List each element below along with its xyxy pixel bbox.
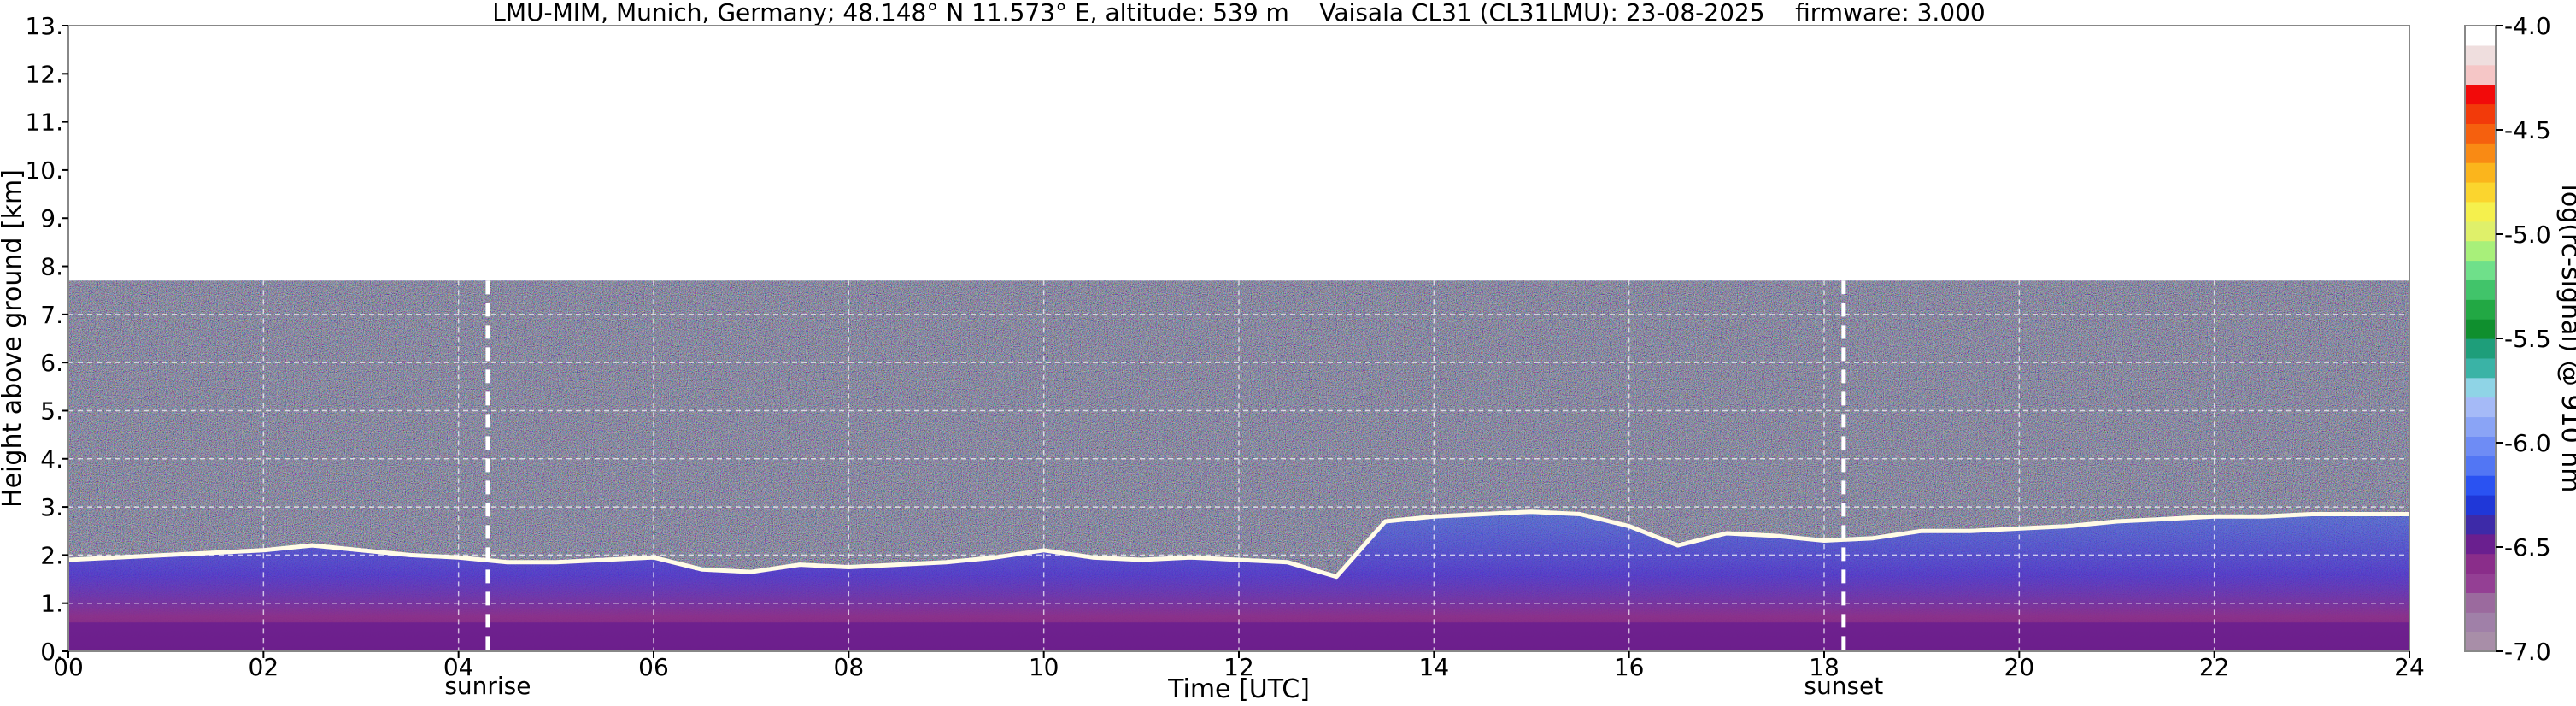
colorbar-tick-label: -6.5 (2504, 533, 2551, 562)
y-tick-label: 2. (40, 541, 63, 569)
colorbar-swatch (2465, 123, 2496, 144)
colorbar-swatch (2465, 514, 2496, 535)
colorbar-swatch (2465, 416, 2496, 437)
y-tick-label: 8. (40, 253, 63, 281)
y-tick-label: 4. (40, 445, 63, 474)
colorbar-swatch (2465, 84, 2496, 105)
colorbar-swatch (2465, 612, 2496, 632)
x-tick-label: 04 (443, 653, 474, 681)
y-tick-label: 6. (40, 349, 63, 377)
colorbar-swatch (2465, 299, 2496, 320)
y-tick-label: 12. (25, 60, 63, 88)
colorbar (2464, 25, 2497, 652)
y-tick-label: 1. (40, 590, 63, 618)
colorbar-swatch (2465, 592, 2496, 613)
colorbar-swatch (2465, 475, 2496, 496)
sunrise-label: sunrise (444, 672, 531, 700)
x-tick-label: 06 (638, 653, 669, 681)
colorbar-swatch (2465, 377, 2496, 398)
colorbar-swatch (2465, 260, 2496, 280)
colorbar-label: log(rc-signal) @ 910 nm (2555, 185, 2576, 493)
colorbar-swatch (2465, 279, 2496, 300)
colorbar-swatch (2465, 495, 2496, 515)
x-tick-label: 10 (1029, 653, 1059, 681)
x-tick-label: 00 (53, 653, 84, 681)
y-tick-label: 9. (40, 204, 63, 232)
colorbar-swatch (2465, 573, 2496, 593)
x-tick-label: 20 (2004, 653, 2035, 681)
colorbar-swatch (2465, 357, 2496, 379)
grid-lines (68, 280, 2409, 651)
x-tick-label: 08 (834, 653, 865, 681)
colorbar-swatch (2465, 319, 2496, 339)
colorbar-swatch (2465, 338, 2496, 359)
sunset-label: sunset (1804, 672, 1883, 700)
surface-layer (68, 622, 2409, 651)
y-tick-label: 11. (25, 109, 63, 137)
x-tick-label: 12 (1223, 653, 1254, 681)
colorbar-swatch (2465, 26, 2496, 46)
colorbar-tick-label: -4.5 (2504, 116, 2551, 144)
colorbar-swatch (2465, 456, 2496, 476)
x-tick-label: 02 (249, 653, 279, 681)
x-tick-label: 22 (2199, 653, 2230, 681)
colorbar-swatch (2465, 632, 2496, 652)
colorbar-swatch (2465, 533, 2496, 555)
colorbar-swatch (2465, 553, 2496, 574)
x-tick-label: 24 (2394, 653, 2425, 681)
colorbar-swatch (2465, 182, 2496, 203)
chart-title: LMU-MIM, Munich, Germany; 48.148° N 11.5… (492, 0, 1986, 26)
y-tick-label: 10. (25, 156, 63, 185)
colorbar-swatch (2465, 103, 2496, 124)
colorbar-tick-label: -6.0 (2504, 429, 2551, 457)
y-tick-label: 3. (40, 493, 63, 521)
y-tick-label: 0. (40, 638, 63, 666)
colorbar-swatch (2465, 397, 2496, 418)
plot-area (68, 280, 2409, 651)
y-axis-label: Height above ground [km] (0, 169, 27, 508)
y-tick-label: 13. (25, 12, 63, 40)
colorbar-swatch (2465, 201, 2496, 222)
colorbar-swatch (2465, 240, 2496, 262)
colorbar-tick-label: -4.0 (2504, 12, 2551, 40)
x-tick-labels: 00 02 04 06 08 10 12 14 16 18 20 22 24 (53, 651, 2425, 681)
x-tick-label: 18 (1809, 653, 1840, 681)
colorbar-swatch (2465, 143, 2496, 163)
x-tick-label: 16 (1614, 653, 1645, 681)
colorbar-tick-label: -5.0 (2504, 221, 2551, 249)
colorbar-swatch (2465, 64, 2496, 85)
colorbar-swatch (2465, 162, 2496, 183)
y-tick-labels: 0. 1. 2. 3. 4. 5. 6. 7. 8. 9. 10. 11. 12. 13. (25, 12, 68, 666)
y-tick-label: 5. (40, 397, 63, 425)
colorbar-tick-labels: -4.0 -4.5 -5.0 -5.5 -6.0 -6.5 -7.0 (2496, 12, 2551, 666)
colorbar-swatch (2465, 221, 2496, 242)
colorbar-swatch (2465, 436, 2496, 456)
y-tick-label: 7. (40, 301, 63, 329)
colorbar-swatch (2465, 44, 2496, 66)
colorbar-tick-label: -5.5 (2504, 325, 2551, 353)
x-axis-label: Time [UTC] (1167, 674, 1310, 704)
x-tick-label: 14 (1419, 653, 1450, 681)
colorbar-tick-label: -7.0 (2504, 638, 2551, 666)
